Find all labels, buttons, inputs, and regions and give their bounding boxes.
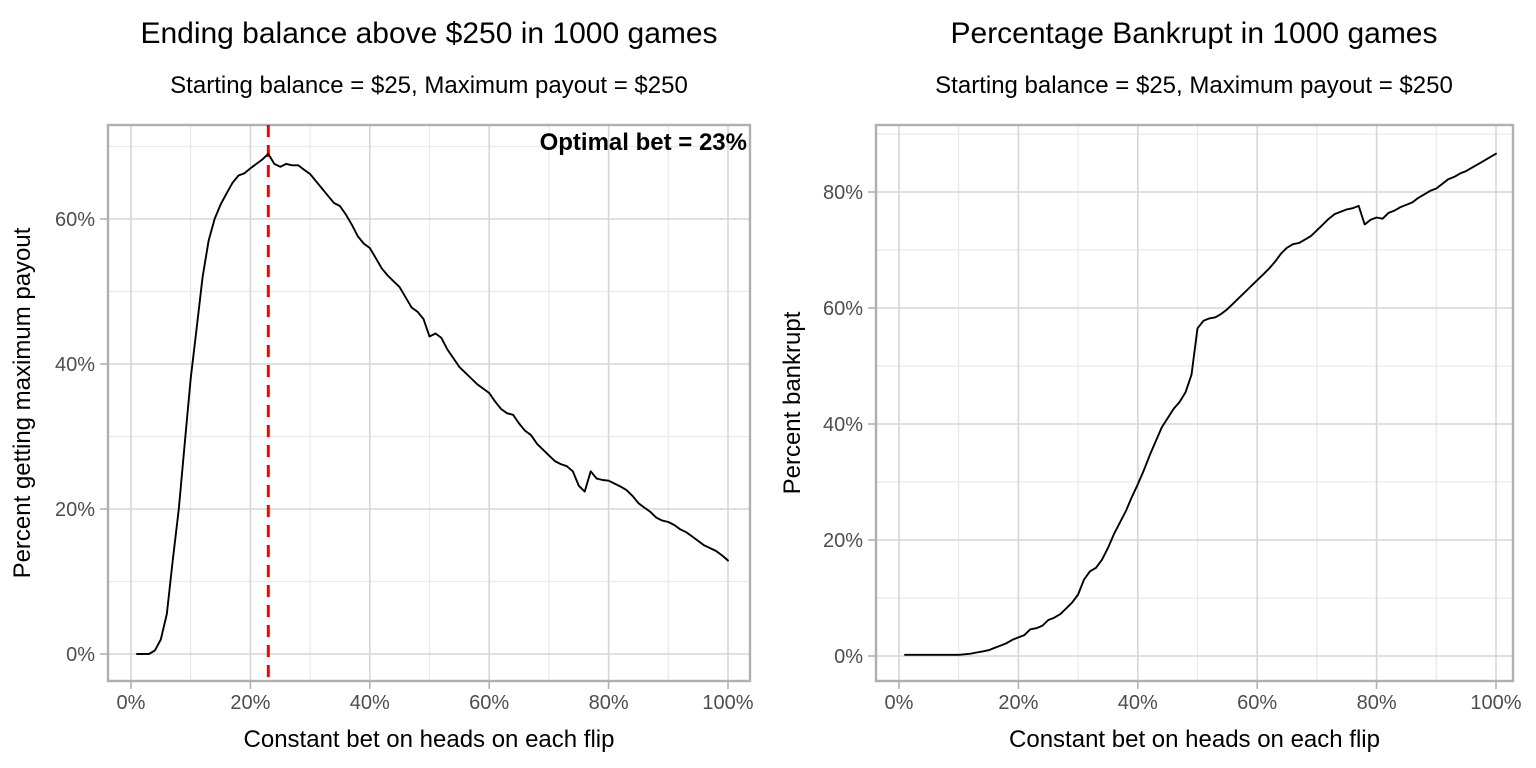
series-line [904, 152, 1497, 656]
x-tick-label: 0% [117, 692, 146, 714]
x-tick-label: 60% [1237, 692, 1277, 714]
x-tick-label: 80% [1357, 692, 1397, 714]
y-tick-label: 20% [55, 499, 95, 521]
panel-border [106, 123, 752, 683]
y-tick-label: 40% [55, 354, 95, 376]
chart-bankrupt: Percentage Bankrupt in 1000 games Starti… [768, 0, 1536, 768]
annotation-optimal-bet: Optimal bet = 23% [540, 129, 747, 156]
y-tick-label: 60% [823, 298, 863, 320]
y-tick-label: 0% [834, 646, 863, 668]
chart-max-payout: Ending balance above $250 in 1000 games … [9, 17, 754, 753]
chart-subtitle: Starting balance = $25, Maximum payout =… [170, 72, 688, 99]
x-axis-title: Constant bet on heads on each flip [1009, 726, 1380, 753]
x-tick-label: 40% [350, 692, 390, 714]
chart-subtitle: Starting balance = $25, Maximum payout =… [935, 72, 1453, 99]
y-tick-label: 0% [66, 644, 95, 666]
y-axis-title: Percent getting maximum payout [9, 227, 36, 578]
x-tick-label: 20% [230, 692, 270, 714]
bankrupt-plot-svg: 0% 20% 40% 60% 80% 100% 0% 20% 40% 60% 80% Constant… [779, 123, 1522, 753]
chart-title: Percentage Bankrupt in 1000 games [950, 17, 1438, 50]
x-tick-label: 20% [998, 692, 1038, 714]
x-tick-label: 80% [589, 692, 629, 714]
chart-title: Ending balance above $250 in 1000 games [140, 17, 718, 50]
y-tick-label: 80% [823, 182, 863, 204]
x-tick-label: 100% [1470, 692, 1521, 714]
y-axis-title: Percent bankrupt [779, 311, 806, 494]
y-tick-label: 40% [823, 414, 863, 436]
y-tick-label: 20% [823, 530, 863, 552]
x-tick-label: 100% [702, 692, 753, 714]
x-tick-label: 60% [469, 692, 509, 714]
series-line [136, 152, 729, 655]
y-tick-label: 60% [55, 209, 95, 231]
x-axis-title: Constant bet on heads on each flip [244, 726, 615, 753]
x-tick-label: 40% [1118, 692, 1158, 714]
panel-border [874, 123, 1515, 683]
max-payout-plot-svg: 0% 20% 40% 60% 80% 100% 0% 20% 40% 60% Constant be… [9, 123, 754, 753]
x-tick-label: 0% [885, 692, 914, 714]
